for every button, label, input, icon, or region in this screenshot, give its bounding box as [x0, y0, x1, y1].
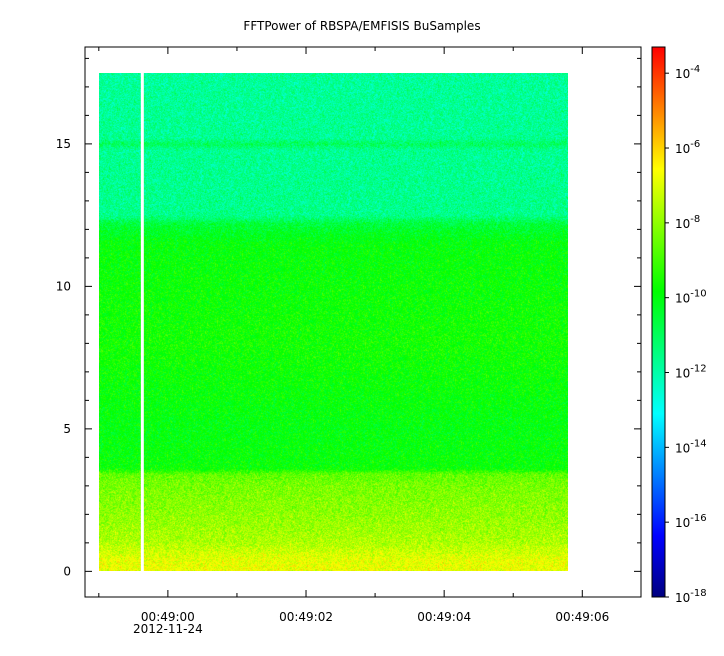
- colorbar-axis: 10-4 10-6 10-8 10-10 10-12 10-14 10-16 10-18: [665, 64, 707, 605]
- colorbar-tick-label: 10-4: [675, 64, 700, 81]
- colorbar-tick-label: 10-8: [675, 214, 700, 231]
- x-tick-date-label: 2012-11-24: [133, 622, 203, 636]
- y-tick-label: 5: [63, 422, 71, 436]
- x-tick-label: 00:49:00: [141, 610, 195, 624]
- y-tick-label: 15: [56, 137, 71, 151]
- colorbar-tick-exponent: -12: [690, 364, 706, 375]
- colorbar-tick-exponent: -6: [690, 139, 700, 150]
- colorbar-tick-label: 10-12: [675, 364, 707, 381]
- colorbar-tick-label: 10-18: [675, 588, 707, 605]
- y-tick-label: 10: [56, 279, 71, 293]
- colorbar-tick-label: 10-10: [675, 289, 707, 306]
- colorbar-tick-exponent: -8: [690, 214, 700, 225]
- x-tick-label: 00:49:06: [555, 610, 609, 624]
- colorbar-tick-exponent: -16: [690, 513, 706, 524]
- colorbar-tick-label: 10-14: [675, 438, 707, 455]
- heatmap-image: [99, 73, 568, 571]
- colorbar-tick-exponent: -10: [690, 289, 706, 300]
- y-axis: 0 5 10 15: [56, 57, 641, 578]
- x-tick-label: 00:49:04: [417, 610, 471, 624]
- colorbar-tick-exponent: -18: [690, 588, 706, 599]
- colorbar: [651, 46, 666, 598]
- x-tick-label: 00:49:02: [279, 610, 333, 624]
- data-gap: [140, 73, 144, 571]
- colorbar-tick-exponent: -14: [690, 438, 706, 449]
- plot-frame: [84, 46, 642, 598]
- chart-title: FFTPower of RBSPA/EMFISIS BuSamples: [243, 19, 480, 33]
- y-tick-label: 0: [63, 564, 71, 578]
- colorbar-tick-label: 10-6: [675, 139, 700, 156]
- colorbar-tick-exponent: -4: [690, 64, 700, 75]
- heatmap: [99, 73, 568, 571]
- colorbar-tick-label: 10-16: [675, 513, 707, 530]
